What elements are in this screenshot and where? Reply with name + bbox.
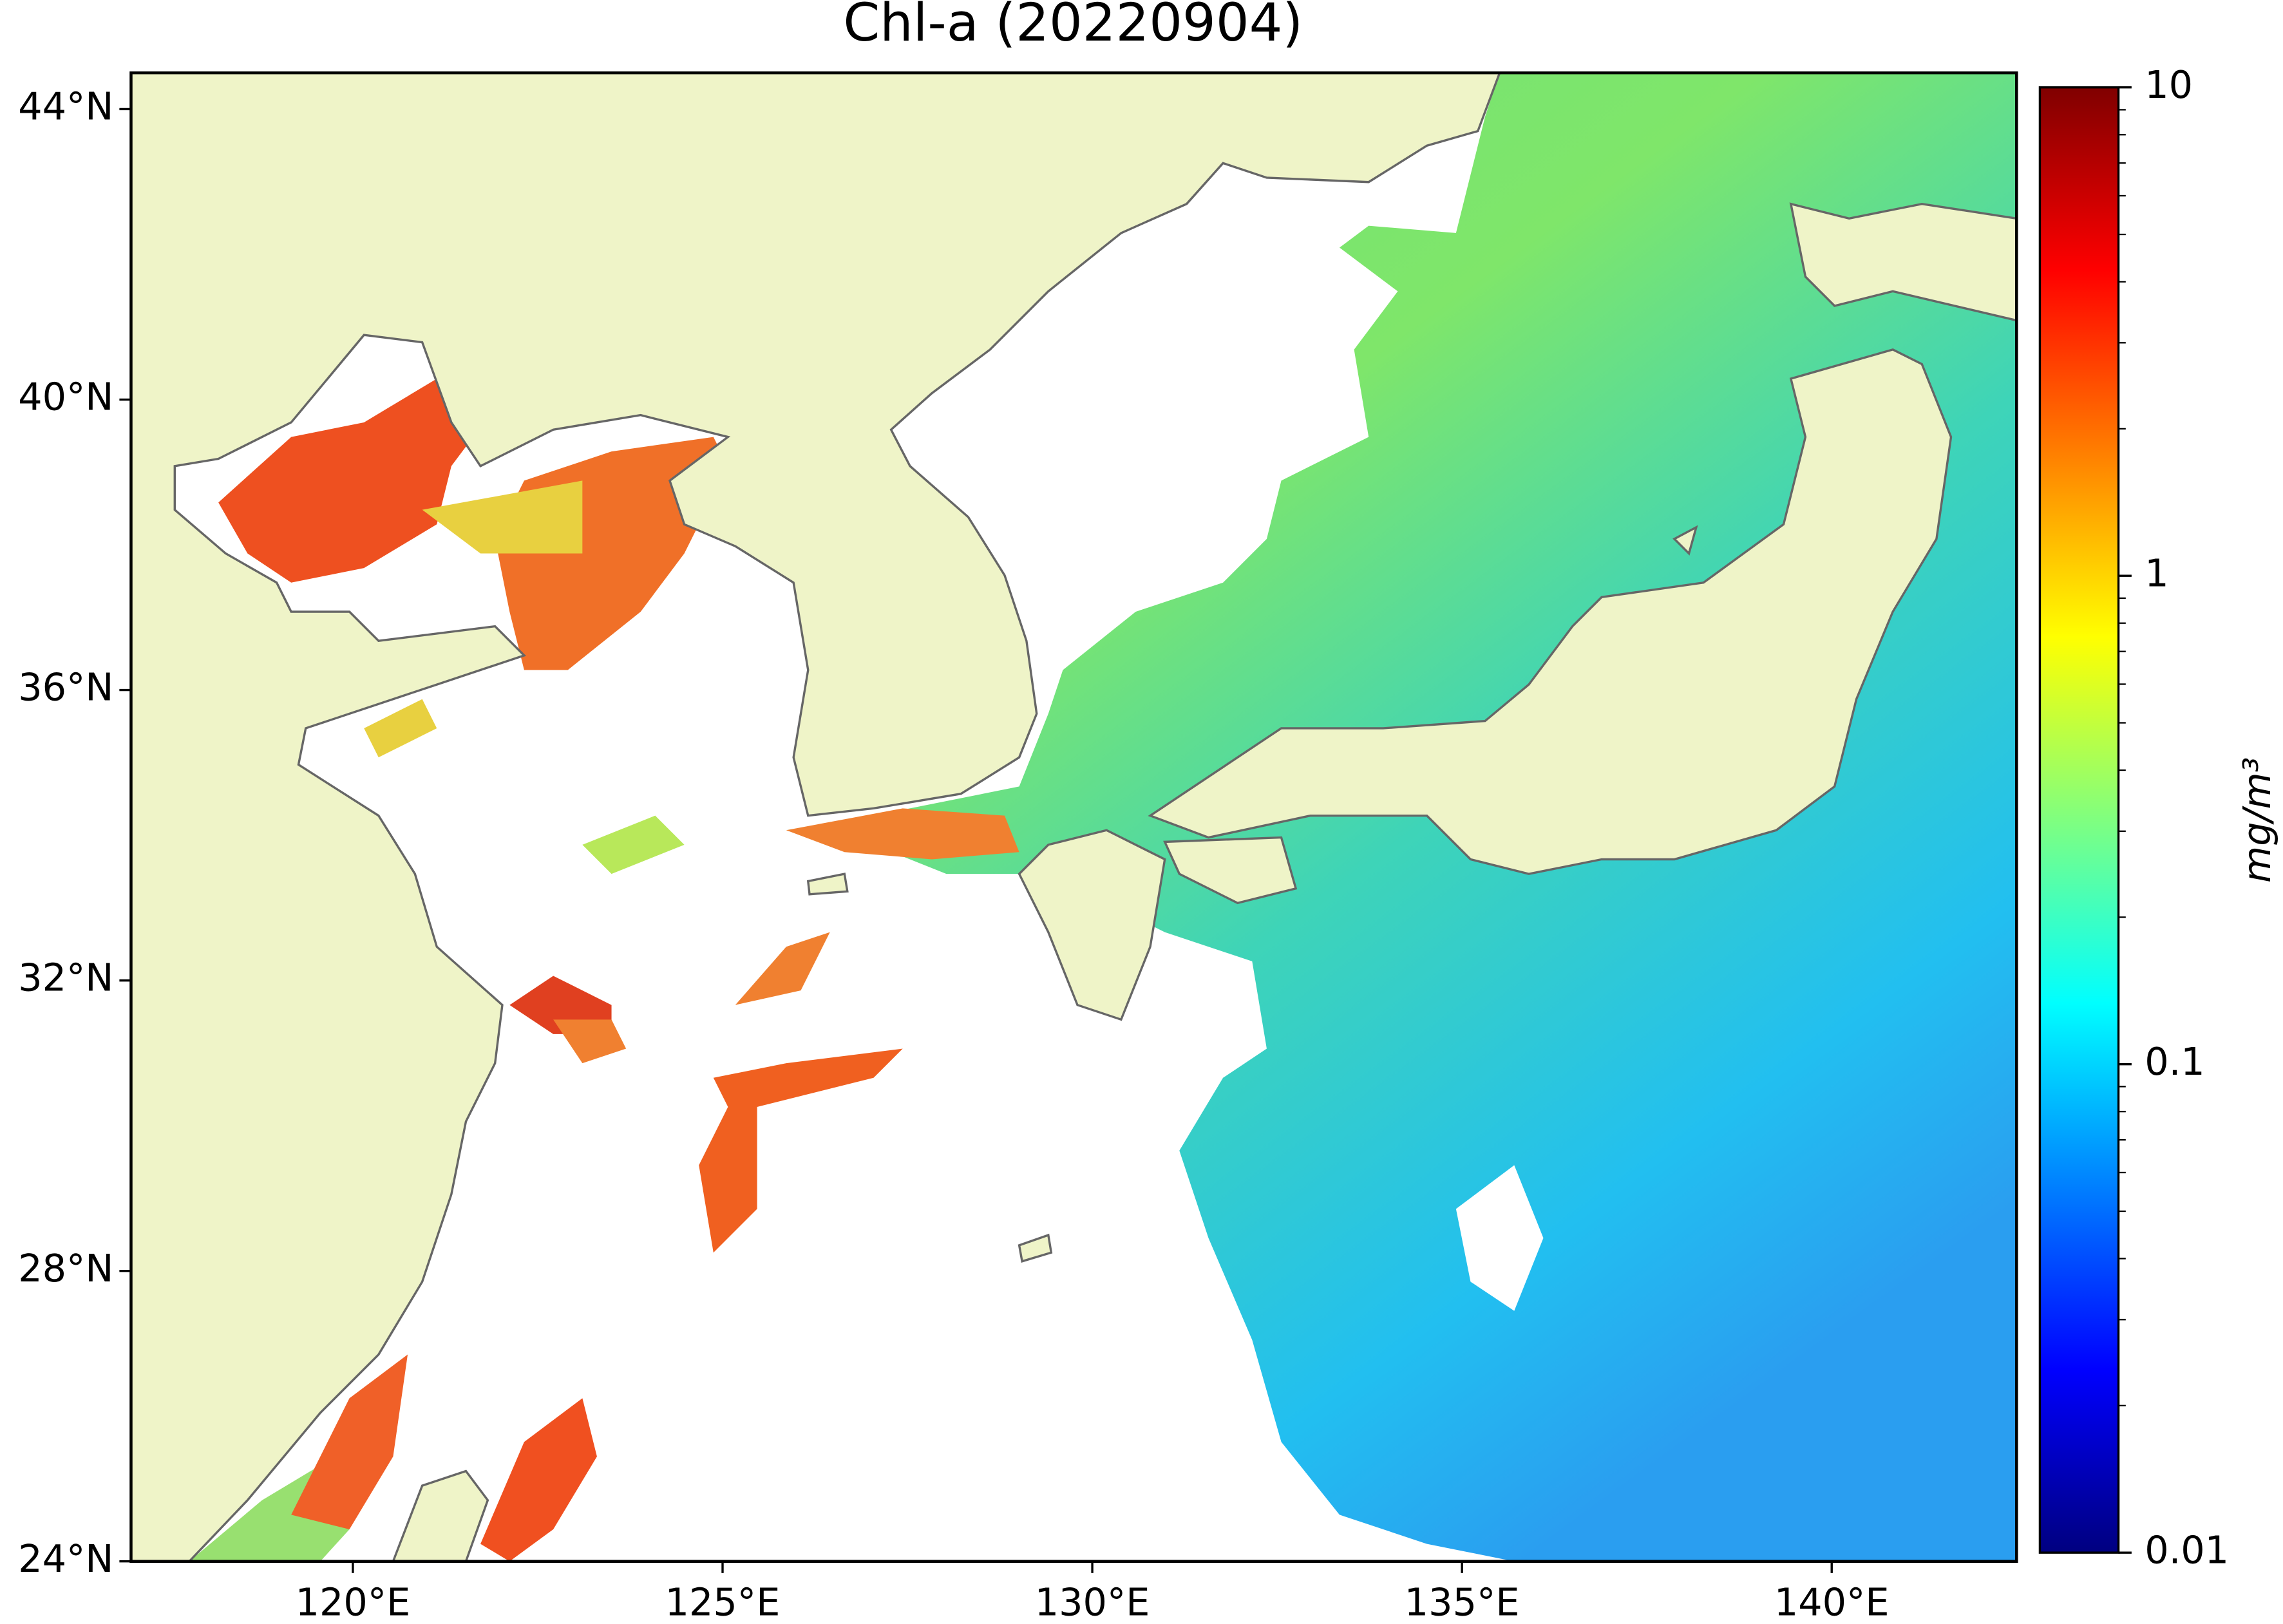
coastal-chlorophyll <box>291 1354 408 1529</box>
map-title: Chl-a (20220904) <box>843 0 1303 53</box>
colorbar-tick-label: 0.1 <box>2145 1039 2204 1084</box>
x-tick-label: 130°E <box>1035 1580 1150 1624</box>
bay-chlorophyll <box>422 480 583 554</box>
y-tick-label: 32°N <box>18 956 113 1000</box>
y-tick-label: 44°N <box>18 84 113 129</box>
coastal-chlorophyll <box>480 1398 597 1562</box>
coastal-chlorophyll <box>553 1019 627 1064</box>
cloud-gap <box>1455 1165 1544 1311</box>
bohai-chlorophyll <box>218 357 502 583</box>
x-tick-label: 140°E <box>1774 1580 1890 1624</box>
land <box>806 873 849 896</box>
land <box>1163 836 1298 905</box>
patch-chlorophyll <box>582 815 685 874</box>
plume-chlorophyll <box>735 932 830 1005</box>
y-tick-label: 36°N <box>18 665 113 710</box>
patch-chlorophyll <box>364 699 437 758</box>
land <box>1672 525 1698 556</box>
plume-chlorophyll <box>699 1048 903 1253</box>
land <box>1018 1233 1053 1263</box>
colorbar-tick-label: 1 <box>2145 551 2168 595</box>
coastal-chlorophyll <box>786 808 1019 860</box>
x-tick-label: 135°E <box>1405 1580 1520 1624</box>
land <box>1018 829 1166 1021</box>
x-tick-label: 125°E <box>665 1580 781 1624</box>
land <box>1148 348 1953 875</box>
colorbar <box>2038 86 2120 1554</box>
land <box>1789 202 2017 322</box>
y-tick-label: 40°N <box>18 375 113 419</box>
ocean-chlorophyll <box>786 73 2017 1562</box>
plot-frame <box>129 71 2018 1563</box>
colorbar-tick-label: 10 <box>2145 62 2193 107</box>
x-tick-label: 120°E <box>296 1580 411 1624</box>
map-layer <box>131 73 2017 1562</box>
land <box>131 73 1501 1562</box>
colorbar-label: mg/m³ <box>2235 757 2279 883</box>
land <box>392 1469 489 1562</box>
colorbar-tick-label: 0.01 <box>2145 1527 2229 1572</box>
y-tick-label: 28°N <box>18 1246 113 1290</box>
y-tick-label: 24°N <box>18 1536 113 1581</box>
